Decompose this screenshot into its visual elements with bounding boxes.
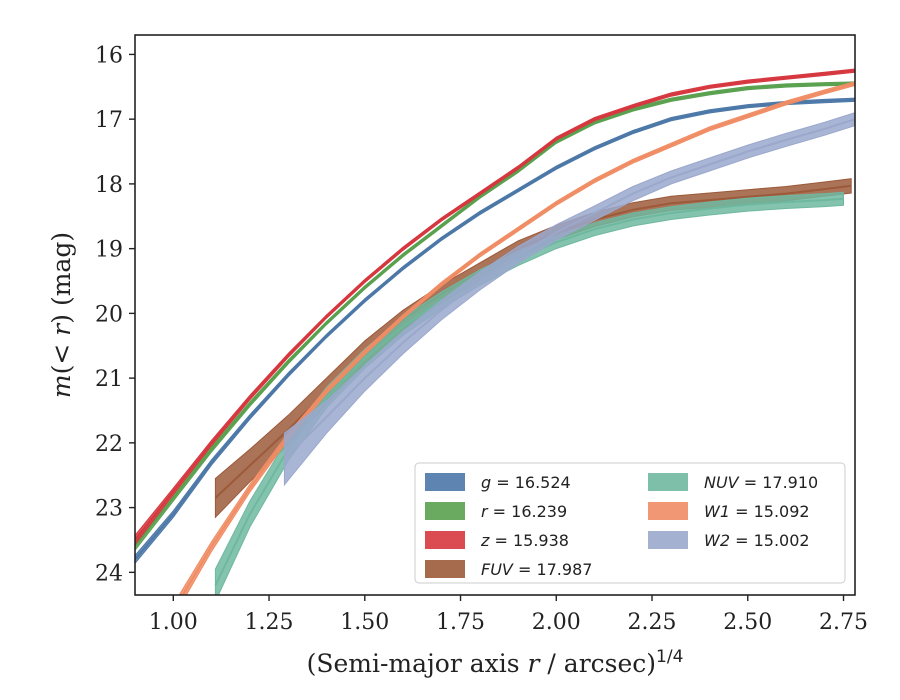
legend-label-nuv: NUV = 17.910	[704, 473, 818, 492]
legend-swatch-w1	[648, 502, 688, 520]
series-layer	[135, 68, 855, 595]
y-tick-label: 21	[95, 367, 123, 392]
series-line-r	[135, 82, 855, 548]
x-tick-label: 1.75	[436, 610, 485, 635]
plot-frame	[134, 34, 856, 596]
series-band-w2	[283, 112, 855, 487]
legend-swatch-z	[425, 531, 465, 549]
y-axis: 16 17 18 19 20 21 22 23 24	[95, 43, 135, 586]
x-tick-label: 1.50	[340, 610, 389, 635]
x-tick-label: 2.50	[723, 610, 772, 635]
series-band-r	[135, 81, 855, 552]
x-tick-label: 1.00	[149, 610, 198, 635]
series-band-g	[135, 97, 855, 565]
legend-swatch-r	[425, 502, 465, 520]
legend-frame	[414, 462, 846, 584]
y-tick-label: 16	[95, 43, 123, 68]
legend-label-g: g = 16.524	[481, 473, 571, 492]
x-tick-label: 2.00	[532, 610, 581, 635]
x-tick-label: 1.25	[245, 610, 294, 635]
x-tick-label: 2.75	[819, 610, 868, 635]
x-axis-label: (Semi-major axis r / arcsec)1/4	[307, 647, 684, 678]
legend-swatch-g	[425, 473, 465, 491]
legend: g = 16.524 r = 16.239 z = 15.938 FUV = 17.9…	[414, 462, 846, 584]
legend-label-r: r = 16.239	[481, 502, 567, 521]
legend-swatch-nuv	[648, 473, 688, 491]
legend-swatch-w2	[648, 531, 688, 549]
series-line-z	[135, 69, 855, 541]
series-line-g	[135, 98, 855, 561]
y-axis-label: m(< r) (mag)	[47, 232, 76, 398]
series-band-w1	[178, 81, 855, 595]
legend-label-z: z = 15.938	[480, 531, 569, 550]
y-tick-label: 24	[95, 561, 123, 586]
y-tick-label: 18	[95, 173, 123, 198]
series-line-w2	[283, 118, 855, 460]
legend-label-fuv: FUV = 17.987	[481, 560, 592, 579]
legend-label-w1: W1 = 15.092	[704, 502, 810, 521]
x-axis: 1.00 1.25 1.50 1.75 2.00 2.25 2.50 2.75	[149, 595, 868, 635]
legend-label-w2: W2 = 15.002	[704, 531, 810, 550]
y-tick-label: 23	[95, 497, 123, 522]
y-tick-label: 20	[95, 302, 123, 327]
y-tick-label: 22	[95, 432, 123, 457]
x-tick-label: 2.25	[628, 610, 677, 635]
series-band-z	[135, 68, 855, 546]
y-tick-label: 17	[95, 108, 123, 133]
legend-swatch-fuv	[425, 560, 465, 578]
y-tick-label: 19	[95, 238, 123, 263]
